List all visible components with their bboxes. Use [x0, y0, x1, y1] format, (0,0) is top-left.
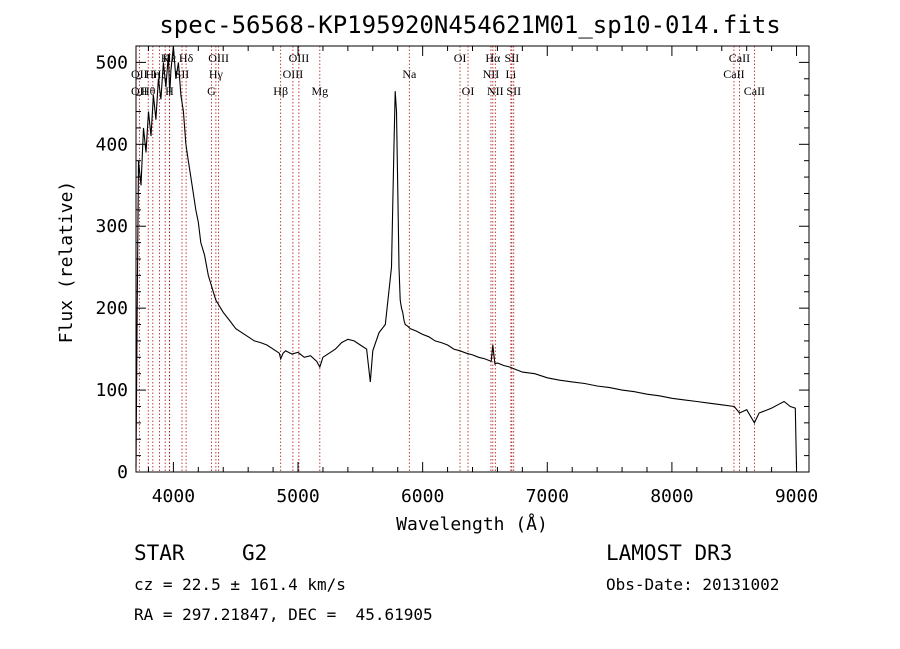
line-marker-label: OI — [462, 84, 475, 98]
line-marker-label: Hη — [145, 67, 160, 81]
line-marker-label: Hγ — [209, 67, 224, 81]
y-tick-label: 200 — [95, 298, 128, 319]
x-tick-label: 9000 — [775, 486, 818, 507]
obs-date: Obs-Date: 20131002 — [606, 575, 779, 594]
line-marker-label: OIII — [289, 51, 310, 65]
line-marker-label: CaII — [744, 84, 765, 98]
y-tick-label: 0 — [117, 462, 128, 483]
object-class: STAR — [134, 541, 185, 565]
spectrum-line — [135, 45, 798, 468]
object-subclass: G2 — [242, 541, 267, 565]
y-tick-label: 500 — [95, 52, 128, 73]
line-marker-label: SII — [506, 84, 521, 98]
line-marker-label: CaII — [723, 67, 744, 81]
survey-name: LAMOST DR3 — [606, 541, 732, 565]
line-marker-label: SII — [175, 67, 190, 81]
coordinates: RA = 297.21847, DEC = 45.61905 — [134, 605, 433, 624]
chart-title: spec-56568-KP195920N454621M01_sp10-014.f… — [159, 11, 780, 39]
x-tick-label: 5000 — [276, 486, 319, 507]
x-axis-ticks: 4000 5000 6000 7000 8000 9000 — [147, 46, 818, 507]
line-marker-label: Hβ — [273, 84, 288, 98]
line-marker-label: Hθ — [141, 84, 156, 98]
x-axis-label: Wavelength (Å) — [396, 513, 548, 535]
line-marker-lines — [138, 46, 755, 472]
line-marker-label: CaII — [729, 51, 750, 65]
redshift-cz: cz = 22.5 ± 161.4 km/s — [134, 575, 346, 594]
line-marker-label: OII — [131, 84, 148, 98]
y-tick-label: 300 — [95, 216, 128, 237]
y-tick-label: 100 — [95, 380, 128, 401]
line-marker-label: OI — [454, 51, 467, 65]
x-tick-label: 6000 — [401, 486, 444, 507]
line-marker-label: SII — [505, 51, 520, 65]
y-axis-label: Flux (relative) — [56, 181, 77, 344]
y-axis-ticks: 0 100 200 300 400 500 — [95, 45, 809, 483]
line-marker-label: Li — [506, 67, 517, 81]
line-marker-label: OIII — [208, 51, 229, 65]
y-tick-label: 400 — [95, 134, 128, 155]
line-marker-label: Hδ — [179, 51, 194, 65]
line-marker-label: OIII — [283, 67, 304, 81]
x-tick-label: 7000 — [526, 486, 569, 507]
line-marker-label: Hα — [485, 51, 501, 65]
line-marker-label: Na — [402, 67, 417, 81]
line-marker-label: K — [161, 51, 170, 65]
line-marker-label: G — [207, 84, 216, 98]
x-tick-label: 8000 — [650, 486, 693, 507]
x-tick-label: 4000 — [152, 486, 195, 507]
line-marker-label: NII — [487, 84, 504, 98]
plot-frame — [135, 45, 810, 473]
line-marker-label: NII — [483, 67, 500, 81]
line-marker-label: OII — [131, 67, 148, 81]
line-marker-label: Mg — [311, 84, 328, 98]
